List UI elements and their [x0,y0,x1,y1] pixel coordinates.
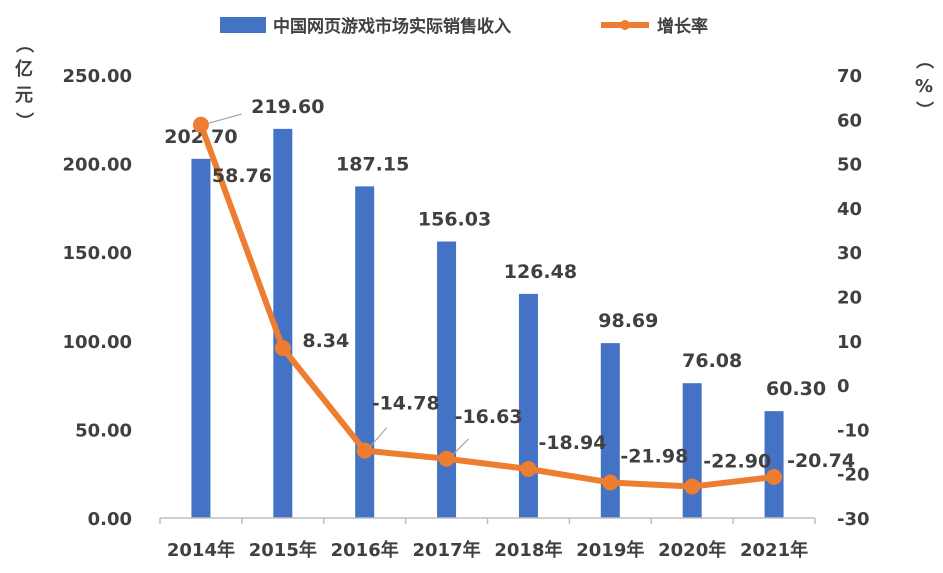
left-tick-label: 0.00 [88,509,132,530]
x-tick-label: 2021年 [740,539,808,561]
right-tick-label: 30 [837,243,862,264]
legend: 中国网页游戏市场实际销售收入 增长率 [220,16,708,37]
bar [191,158,211,518]
right-tick-label: 50 [837,155,862,176]
right-tick-label: 20 [837,288,862,309]
right-tick-label: 40 [837,199,862,220]
growth-rate-label: -20.74 [787,450,855,472]
legend-bar-swatch [220,17,266,33]
x-tick-label: 2015年 [249,539,317,561]
right-tick-label: -20 [837,465,870,486]
right-axis-title-char: （ [913,51,934,69]
x-axis [159,517,816,524]
bar [600,343,620,518]
left-axis-title-char: 元 [15,85,33,106]
growth-rate-label: -16.63 [455,406,523,428]
growth-rate-label: 58.76 [212,165,272,187]
growth-rate-point [438,450,455,467]
line-series [192,116,783,495]
line-data-labels: 58.76 8.34 -14.78 -16.63 -18.94 -21.98 -22.90-… [212,165,855,473]
bar [273,128,293,518]
bar [764,411,784,518]
left-axis-title: （ 亿元 ） [13,35,34,130]
right-tick-label: -10 [837,420,870,441]
right-axis-title: （% ） [913,51,934,119]
right-axis-ticks: -30 -20 -10 0 10 20 30 40 50 60 70 [837,66,870,530]
left-tick-label: 200.00 [63,155,132,176]
left-tick-label: 250.00 [63,66,132,87]
growth-rate-point [192,116,209,133]
bar-value-label: 126.48 [504,261,577,283]
left-axis-ticks: 0.00 50.00 100.00 150.00 200.00 250.00 [63,66,132,530]
growth-rate-point [356,442,373,459]
right-tick-label: 60 [837,110,862,131]
right-tick-label: 0 [837,376,850,397]
x-tick-label: 2018年 [494,539,562,561]
bar-value-label: 219.60 [251,96,324,118]
growth-rate-point [274,340,291,357]
growth-rate-point [766,468,783,485]
growth-rate-line [198,123,775,490]
bar-value-label: 60.30 [766,378,826,400]
left-tick-label: 100.00 [63,332,132,353]
left-axis-title-char: 亿 [15,58,33,80]
bar-series [191,128,784,519]
right-axis-title-char: % [915,76,933,97]
growth-rate-point [684,478,701,495]
right-tick-label: -30 [837,509,870,530]
bar [437,241,457,519]
bar-value-label: 76.08 [682,350,742,372]
x-tick-label: 2014年 [167,539,235,561]
left-tick-label: 50.00 [75,420,132,441]
growth-rate-label: -14.78 [372,393,440,415]
right-axis-title-char: ） [913,101,934,119]
growth-rate-point [520,461,537,478]
bar-value-label: 202.70 [164,126,237,148]
bar [518,293,538,518]
x-tick-label: 2017年 [413,539,481,561]
bar-value-label: 187.15 [336,153,409,175]
leader-line [202,113,242,126]
growth-rate-point [602,474,619,491]
growth-rate-label: -18.94 [538,432,606,454]
left-axis-title-char: ） [13,112,34,130]
left-tick-label: 150.00 [63,243,132,264]
left-axis-title-char: （ [13,35,34,53]
bar-value-label: 98.69 [598,310,658,332]
bar-data-labels: 202.70 219.60 187.15 156.03 126.48 98.69 76.08… [164,96,826,400]
bar [355,186,375,519]
x-tick-label: 2019年 [576,539,644,561]
x-axis-labels: 2014年 2015年 2016年 2017年 2018年 2019年 2020年 2021年 [167,539,808,561]
x-tick-label: 2020年 [658,539,726,561]
growth-rate-label: 8.34 [302,330,349,352]
growth-rate-label: -22.90 [703,451,771,473]
growth-rate-label: -21.98 [620,445,688,467]
legend-line-label: 增长率 [657,16,708,37]
bar-value-label: 156.03 [418,209,491,231]
right-tick-label: 10 [837,332,862,353]
x-tick-label: 2016年 [331,539,399,561]
right-tick-label: 70 [837,66,862,87]
legend-line-marker [620,20,630,30]
legend-bar-label: 中国网页游戏市场实际销售收入 [273,16,511,37]
